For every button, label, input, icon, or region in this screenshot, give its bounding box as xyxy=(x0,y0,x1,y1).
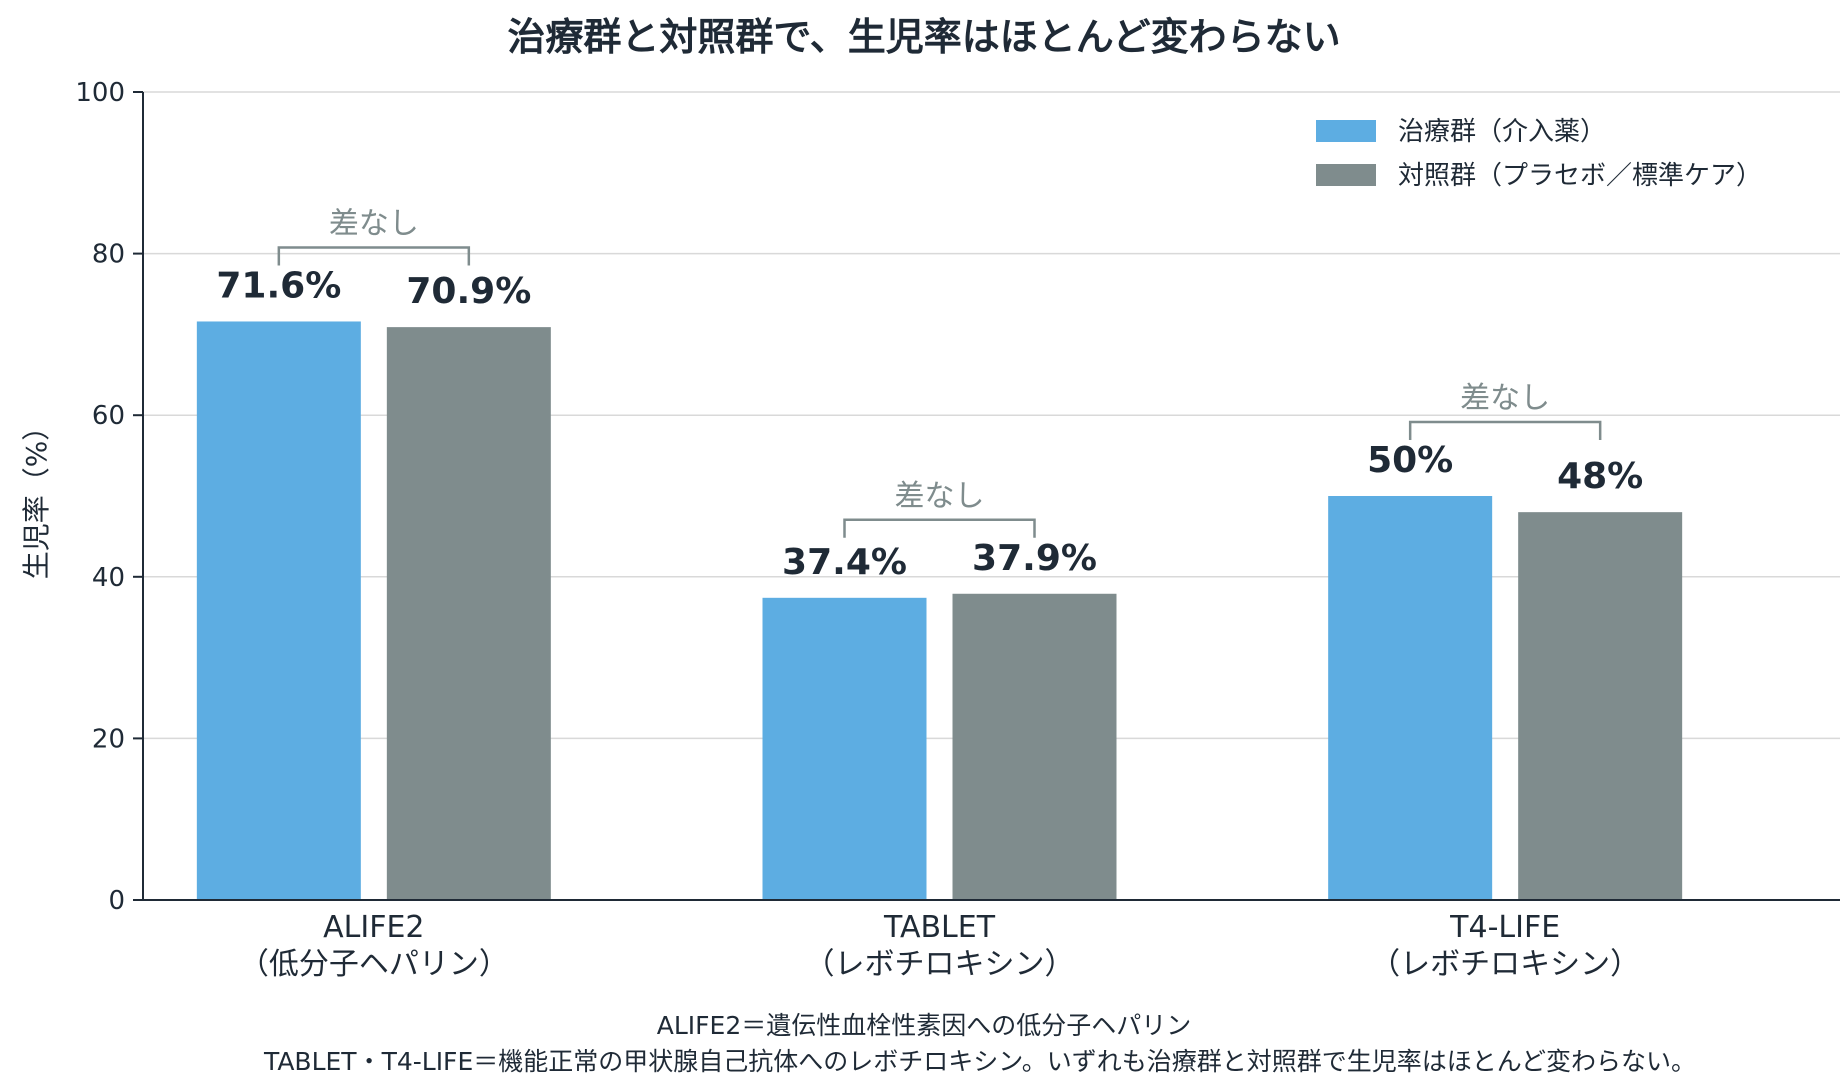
comparison-bracket xyxy=(843,518,1036,538)
category-label: TABLET xyxy=(883,910,996,945)
y-tick-label: 100 xyxy=(75,78,125,108)
category-label: T4-LIFE xyxy=(1449,910,1560,945)
category-sublabel: （レボチロキシン） xyxy=(1370,947,1640,982)
legend-swatch-control xyxy=(1316,164,1376,186)
bar-treatment xyxy=(762,597,927,900)
y-tick-label: 80 xyxy=(92,240,125,270)
y-tick-label: 0 xyxy=(108,886,125,916)
annotation-no-difference: 差なし xyxy=(895,479,985,514)
x-axis-categories: ALIFE2（低分子ヘパリン）TABLET（レボチロキシン）T4-LIFE（レボ… xyxy=(239,910,1640,982)
comparison-bracket xyxy=(277,246,471,266)
y-tick-label: 40 xyxy=(92,563,125,593)
y-axis-label: 生児率（%） xyxy=(20,413,53,580)
annotation-no-difference: 差なし xyxy=(329,206,419,241)
bar-control xyxy=(386,327,551,900)
data-label: 37.9% xyxy=(972,538,1097,579)
bar-treatment xyxy=(196,321,361,900)
data-label: 48% xyxy=(1557,456,1643,497)
legend-swatch-treatment xyxy=(1316,120,1376,142)
chart-title: 治療群と対照群で、生児率はほとんど変わらない xyxy=(507,15,1340,59)
data-label: 50% xyxy=(1367,440,1453,481)
category-sublabel: （レボチロキシン） xyxy=(805,947,1075,982)
y-tick-label: 60 xyxy=(92,401,125,431)
footnote-line-1: ALIFE2＝遺伝性血栓性素因への低分子ヘパリン xyxy=(657,1011,1192,1040)
bar-control xyxy=(1518,512,1683,900)
category-sublabel: （低分子ヘパリン） xyxy=(239,947,509,982)
data-label: 37.4% xyxy=(782,542,907,583)
footnote-line-2: TABLET・T4-LIFE＝機能正常の甲状腺自己抗体へのレボチロキシン。いずれ… xyxy=(263,1047,1696,1076)
legend-label-treatment: 治療群（介入薬） xyxy=(1398,117,1606,147)
legend: 治療群（介入薬） 対照群（プラセボ／標準ケア） xyxy=(1316,117,1762,191)
annotation-no-difference: 差なし xyxy=(1460,381,1550,416)
comparison-bracket xyxy=(1408,420,1602,440)
data-label: 70.9% xyxy=(406,271,531,312)
bar-control xyxy=(952,593,1117,900)
bars: 71.6% 70.9% 37.4% 37.9% 50% 48% xyxy=(196,265,1683,900)
y-axis-ticks: 0 20 40 60 80 100 xyxy=(75,78,143,916)
category-label: ALIFE2 xyxy=(323,910,424,945)
y-tick-label: 20 xyxy=(92,724,125,754)
data-label: 71.6% xyxy=(216,265,341,306)
legend-label-control: 対照群（プラセボ／標準ケア） xyxy=(1398,161,1762,191)
bar-treatment xyxy=(1328,496,1493,900)
